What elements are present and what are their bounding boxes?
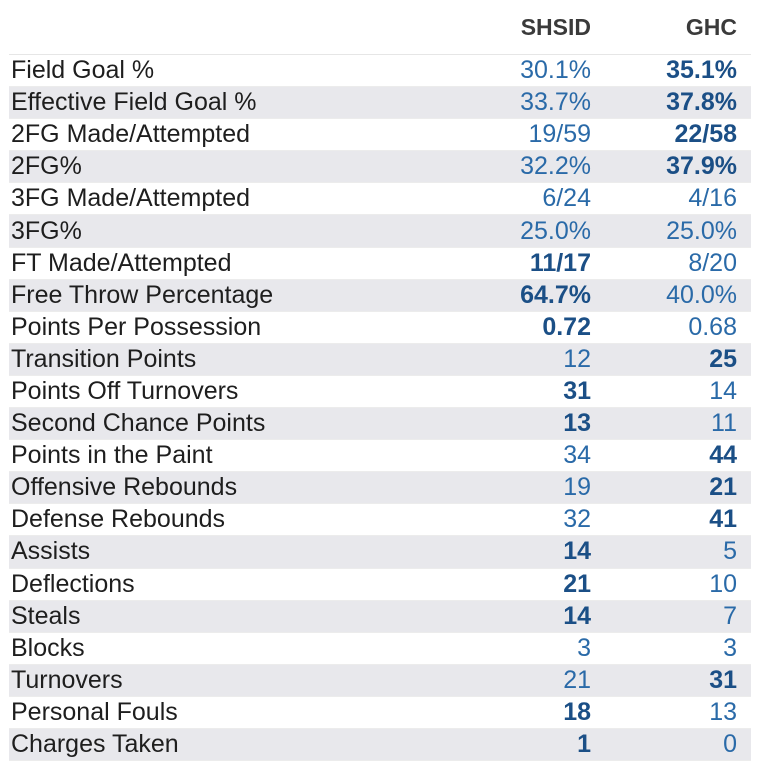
stat-label: Transition Points xyxy=(11,344,197,373)
ghc-value: 31 xyxy=(709,665,737,694)
table-row: Blocks 3 3 xyxy=(9,633,751,665)
stat-label: Offensive Rebounds xyxy=(11,473,238,502)
table-row: Free Throw Percentage 64.7% 40.0% xyxy=(9,279,751,312)
stat-label: Points in the Paint xyxy=(11,441,213,470)
stat-label: Personal Fouls xyxy=(11,697,178,726)
ghc-value: 13 xyxy=(709,697,737,726)
stat-label: Second Chance Points xyxy=(11,409,266,438)
table-row: Second Chance Points 13 11 xyxy=(9,408,751,441)
ghc-value: 40.0% xyxy=(666,280,737,309)
shsid-value: 18 xyxy=(563,697,591,726)
table-row: Charges Taken 1 0 xyxy=(9,728,751,762)
stat-label: 3FG Made/Attempted xyxy=(11,184,251,213)
stat-label: Points Off Turnovers xyxy=(11,376,239,405)
table-row: Personal Fouls 18 13 xyxy=(9,697,751,729)
shsid-value: 14 xyxy=(563,537,591,566)
shsid-value: 12 xyxy=(563,344,591,373)
ghc-value: 25.0% xyxy=(666,216,737,245)
table-row: Turnovers 21 31 xyxy=(9,664,751,697)
team-header-ghc: GHC xyxy=(685,13,737,40)
ghc-value: 4/16 xyxy=(688,184,737,213)
ghc-value: 37.8% xyxy=(666,88,737,117)
shsid-value: 19/59 xyxy=(528,120,591,149)
table-row: Steals 14 7 xyxy=(9,600,751,633)
stat-label: FT Made/Attempted xyxy=(11,248,232,277)
ghc-value: 8/20 xyxy=(688,248,737,277)
table-row: Defense Rebounds 32 41 xyxy=(9,504,751,537)
ghc-value: 25 xyxy=(709,344,737,373)
ghc-value: 44 xyxy=(709,441,737,470)
shsid-value: 1 xyxy=(577,730,591,759)
shsid-value: 21 xyxy=(563,665,591,694)
ghc-value: 5 xyxy=(723,537,737,566)
ghc-value: 14 xyxy=(709,376,737,405)
stat-label: 2FG Made/Attempted xyxy=(11,120,251,149)
table-row: Effective Field Goal % 33.7% 37.8% xyxy=(9,87,751,120)
table-row: Points Per Possession 0.72 0.68 xyxy=(9,312,751,344)
stat-label: 2FG% xyxy=(11,152,82,181)
table-row: Deflections 21 10 xyxy=(9,569,751,601)
shsid-value: 34 xyxy=(563,441,591,470)
stat-label: Steals xyxy=(11,601,81,630)
stat-label: Blocks xyxy=(11,633,85,662)
ghc-value: 21 xyxy=(709,473,737,502)
ghc-value: 35.1% xyxy=(666,56,737,85)
table-row: 2FG Made/Attempted 19/59 22/58 xyxy=(9,119,751,152)
shsid-value: 6/24 xyxy=(542,184,591,213)
stat-label: Points Per Possession xyxy=(11,312,262,341)
table-row: FT Made/Attempted 11/17 8/20 xyxy=(9,248,751,280)
table-row: Points Off Turnovers 31 14 xyxy=(9,376,751,409)
ghc-value: 7 xyxy=(723,601,737,630)
stat-label: Turnovers xyxy=(11,665,123,694)
ghc-value: 0 xyxy=(723,730,737,759)
table-row: Offensive Rebounds 19 21 xyxy=(9,472,751,505)
shsid-value: 11/17 xyxy=(529,248,591,277)
table-row: Field Goal % 30.1% 35.1% xyxy=(9,55,751,88)
shsid-value: 32 xyxy=(563,505,591,534)
stat-label: Effective Field Goal % xyxy=(11,88,257,117)
stat-label: Defense Rebounds xyxy=(11,505,226,534)
stat-label: 3FG% xyxy=(11,216,82,245)
stat-label: Charges Taken xyxy=(11,730,179,759)
stat-label: Free Throw Percentage xyxy=(11,280,274,309)
stat-label: Field Goal % xyxy=(11,56,155,85)
table-row: 3FG% 25.0% 25.0% xyxy=(9,215,751,248)
stat-label: Deflections xyxy=(11,569,135,598)
ghc-value: 3 xyxy=(723,633,737,662)
shsid-value: 32.2% xyxy=(520,152,591,181)
shsid-value: 25.0% xyxy=(520,216,591,245)
table-body: Field Goal % 30.1% 35.1% Effective Field Go… xyxy=(9,55,751,762)
shsid-value: 21 xyxy=(563,569,591,598)
stat-label: Assists xyxy=(11,537,91,566)
table-row: Assists 14 5 xyxy=(9,536,751,569)
ghc-value: 0.68 xyxy=(688,312,737,341)
shsid-value: 30.1% xyxy=(520,56,591,85)
table-header: SHSID GHC xyxy=(9,0,751,55)
shsid-value: 0.72 xyxy=(542,312,591,341)
ghc-value: 22/58 xyxy=(674,120,737,149)
team-header-shsid: SHSID xyxy=(520,13,591,40)
table-row: 2FG% 32.2% 37.9% xyxy=(9,151,751,184)
shsid-value: 13 xyxy=(563,409,591,438)
shsid-value: 3 xyxy=(577,633,591,662)
shsid-value: 33.7% xyxy=(520,88,591,117)
shsid-value: 14 xyxy=(563,601,591,630)
table-row: 3FG Made/Attempted 6/24 4/16 xyxy=(9,183,751,216)
shsid-value: 19 xyxy=(563,473,591,502)
shsid-value: 64.7% xyxy=(520,280,591,309)
shsid-value: 31 xyxy=(563,376,591,405)
stats-table: SHSID GHC Field Goal % 30.1% 35.1% Effectiv… xyxy=(9,0,751,762)
ghc-value: 37.9% xyxy=(666,152,737,181)
table-row: Transition Points 12 25 xyxy=(9,343,751,376)
table-row: Points in the Paint 34 44 xyxy=(9,440,751,473)
ghc-value: 11 xyxy=(711,409,737,438)
ghc-value: 10 xyxy=(709,569,737,598)
ghc-value: 41 xyxy=(709,505,737,534)
